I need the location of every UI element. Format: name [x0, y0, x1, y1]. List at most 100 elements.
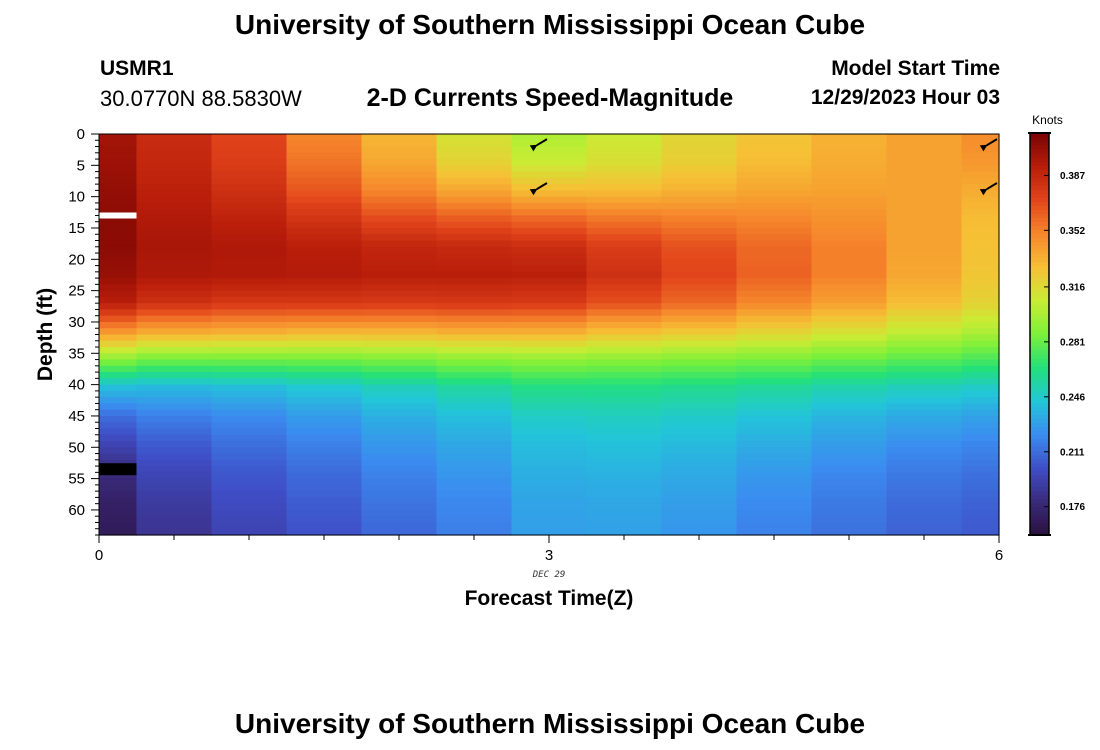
heatmap-cell: [586, 516, 663, 524]
heatmap-cell: [511, 491, 588, 499]
heatmap-cell: [961, 321, 1000, 329]
heatmap-cell: [286, 271, 363, 279]
heatmap-cell: [961, 177, 1000, 185]
heatmap-cell: [736, 516, 813, 524]
heatmap-cell: [286, 190, 363, 198]
heatmap-cell: [511, 484, 588, 492]
heatmap-cell: [886, 497, 963, 505]
heatmap-cell: [361, 397, 438, 405]
heatmap-cell: [211, 290, 288, 298]
heatmap-cell: [511, 340, 588, 348]
heatmap-cell: [436, 422, 513, 430]
heatmap-cell: [736, 378, 813, 386]
heatmap-cell: [736, 403, 813, 411]
heatmap-cell: [811, 365, 888, 373]
heatmap-cell: [511, 384, 588, 392]
heatmap-cell: [586, 140, 663, 148]
heatmap-cell: [811, 422, 888, 430]
heatmap-cell: [211, 372, 288, 379]
heatmap-cell: [286, 478, 363, 486]
heatmap-cell: [961, 146, 1000, 154]
heatmap-cell: [961, 522, 1000, 530]
heatmap-cell: [436, 253, 513, 260]
heatmap-cell: [886, 434, 963, 442]
heatmap-cell: [99, 422, 138, 430]
heatmap-cell: [436, 459, 513, 467]
heatmap-cell: [99, 190, 138, 198]
heatmap-cell: [436, 509, 513, 517]
heatmap-cell: [661, 453, 738, 461]
heatmap-cell: [436, 516, 513, 524]
heatmap-cell: [99, 234, 138, 242]
heatmap-cell: [99, 152, 138, 160]
heatmap-cell: [961, 265, 1000, 273]
heatmap-cell: [361, 171, 438, 179]
heatmap-cell: [136, 134, 213, 141]
heatmap-cell: [211, 253, 288, 260]
heatmap-cell: [361, 447, 438, 455]
y-tick-label: 15: [68, 220, 85, 237]
heatmap-cell: [586, 209, 663, 217]
heatmap-cell: [361, 284, 438, 292]
heatmap-cell: [136, 290, 213, 298]
heatmap-cell: [99, 359, 138, 367]
heatmap-cell: [886, 409, 963, 417]
heatmap-cell: [99, 516, 138, 524]
heatmap-cell: [586, 253, 663, 260]
heatmap-cell: [886, 503, 963, 511]
heatmap-cell: [99, 171, 138, 179]
y-tick-label: 55: [68, 471, 85, 488]
heatmap-cell: [511, 221, 588, 229]
heatmap-cell: [811, 296, 888, 304]
heatmap-cell: [961, 315, 1000, 323]
heatmap-cell: [886, 340, 963, 348]
heatmap-cell: [886, 196, 963, 204]
heatmap-cell: [99, 315, 138, 323]
heatmap-cell: [211, 215, 288, 223]
heatmap-cell: [886, 259, 963, 267]
heatmap-cell: [736, 522, 813, 530]
heatmap-cell: [661, 159, 738, 166]
heatmap-cell: [811, 309, 888, 317]
heatmap-cell: [586, 434, 663, 442]
heatmap-cell: [661, 528, 738, 536]
heatmap-cell: [436, 227, 513, 235]
heatmap-cell: [586, 227, 663, 235]
heatmap-cell: [736, 347, 813, 354]
heatmap-cell: [436, 365, 513, 373]
heatmap-cell: [961, 196, 1000, 204]
heatmap-cell: [286, 397, 363, 405]
station-id: USMR1: [100, 57, 174, 80]
heatmap-cell: [511, 353, 588, 361]
model-start-label: Model Start Time: [831, 57, 1000, 80]
heatmap-cell: [586, 491, 663, 499]
heatmap-cell: [286, 227, 363, 235]
heatmap-cell: [99, 353, 138, 361]
heatmap-cell: [586, 146, 663, 154]
heatmap-cell: [811, 253, 888, 260]
heatmap-cell: [736, 240, 813, 248]
heatmap-cell: [211, 259, 288, 267]
heatmap-cell: [886, 516, 963, 524]
heatmap-cell: [211, 428, 288, 436]
heatmap-cell: [436, 234, 513, 242]
heatmap-cell: [961, 328, 1000, 336]
heatmap-cell: [286, 378, 363, 386]
heatmap-cell: [961, 159, 1000, 166]
x-axis: 0 3 6: [95, 535, 1003, 564]
y-tick-label: 45: [68, 408, 85, 425]
heatmap-cell: [886, 453, 963, 461]
heatmap-cell: [99, 284, 138, 292]
heatmap-cell: [511, 466, 588, 473]
heatmap-cell: [136, 284, 213, 292]
heatmap-cell: [811, 290, 888, 298]
heatmap-cell: [736, 215, 813, 223]
heatmap-cell: [586, 134, 663, 141]
heatmap-cell: [136, 315, 213, 323]
heatmap-cell: [361, 434, 438, 442]
heatmap-cell: [661, 190, 738, 198]
heatmap-cell: [511, 227, 588, 235]
heatmap-cell: [361, 509, 438, 517]
heatmap-cell: [736, 246, 813, 254]
heatmap-cell: [361, 271, 438, 279]
